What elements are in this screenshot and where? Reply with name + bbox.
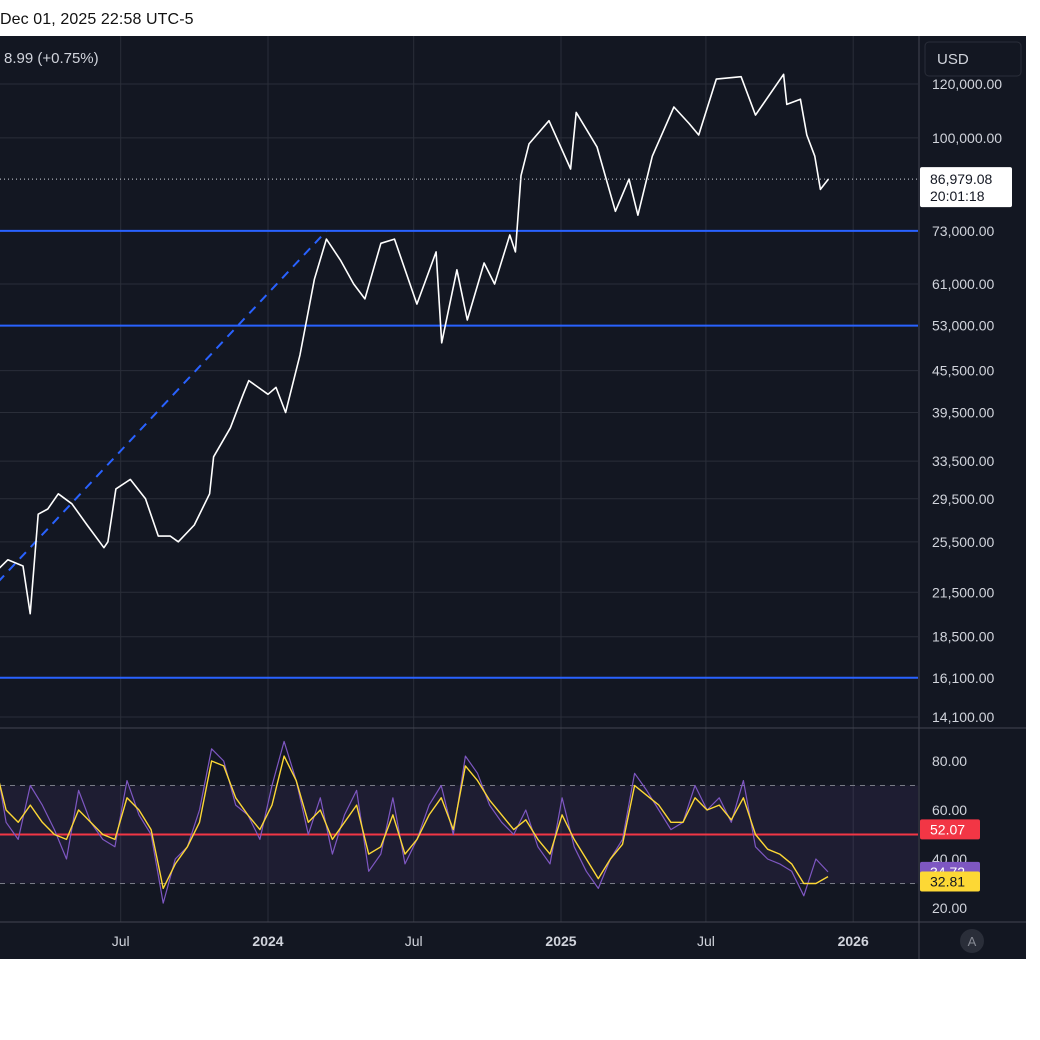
price-tick-label: 21,500.00 bbox=[932, 584, 994, 600]
timestamp: Dec 01, 2025 22:58 UTC-5 bbox=[0, 11, 194, 28]
currency-label: USD bbox=[937, 51, 969, 68]
chart-area[interactable] bbox=[0, 36, 1026, 959]
rsi-ma-value-label: 32.81 bbox=[930, 874, 965, 890]
rsi-panel bbox=[0, 740, 918, 904]
price-tick-label: 25,500.00 bbox=[932, 534, 994, 550]
rsi-mid-value-label: 52.07 bbox=[930, 821, 965, 837]
price-tick-label: 61,000.00 bbox=[932, 276, 994, 292]
ui-overlay: 8.99 (+0.75%) USD A bbox=[4, 41, 1022, 953]
top-bar: Dec 01, 2025 22:58 UTC-5 bbox=[0, 0, 1040, 36]
rsi-line bbox=[0, 740, 829, 904]
price-tick-label: 120,000.00 bbox=[932, 76, 1002, 92]
auto-scale-button[interactable]: A bbox=[960, 929, 984, 953]
time-tick-label: Jul bbox=[112, 933, 130, 949]
price-tick-label: 53,000.00 bbox=[932, 318, 994, 334]
price-tick-label: 73,000.00 bbox=[932, 223, 994, 239]
rsi-mid-value-badge bbox=[920, 819, 980, 840]
auto-scale-label: A bbox=[968, 934, 977, 949]
currency-button[interactable]: USD bbox=[924, 41, 1022, 77]
rsi-ma-value-badge bbox=[920, 871, 980, 892]
countdown-label: 20:01:18 bbox=[930, 188, 985, 204]
support-levels bbox=[0, 229, 918, 679]
price-tick-label: 45,500.00 bbox=[932, 363, 994, 379]
current-price-badge bbox=[920, 167, 1012, 208]
price-chart[interactable]: 120,000.00 100,000.00 73,000.00 61,000.00 53… bbox=[0, 36, 1026, 959]
current-price-label: 86,979.08 bbox=[930, 171, 992, 187]
time-tick-label: 2024 bbox=[252, 933, 283, 949]
price-tick-label: 100,000.00 bbox=[932, 130, 1002, 146]
price-line bbox=[0, 73, 830, 615]
price-tick-label: 33,500.00 bbox=[932, 453, 994, 469]
rsi-ma-line bbox=[0, 755, 829, 890]
price-tick-label: 39,500.00 bbox=[932, 404, 994, 420]
rsi-tick-label: 60.00 bbox=[932, 802, 967, 818]
price-tick-label: 18,500.00 bbox=[932, 629, 994, 645]
time-tick-label: 2026 bbox=[838, 933, 869, 949]
time-tick-label: 2025 bbox=[545, 933, 576, 949]
price-tick-label: 16,100.00 bbox=[932, 670, 994, 686]
trend-line bbox=[0, 230, 328, 582]
rsi-tick-label: 20.00 bbox=[932, 900, 967, 916]
time-tick-label: Jul bbox=[697, 933, 715, 949]
price-tick-label: 29,500.00 bbox=[932, 491, 994, 507]
rsi-tick-label: 80.00 bbox=[932, 753, 967, 769]
price-tick-label: 14,100.00 bbox=[932, 709, 994, 725]
price-series bbox=[0, 73, 918, 615]
time-tick-label: Jul bbox=[405, 933, 423, 949]
change-text: 8.99 (+0.75%) bbox=[4, 50, 99, 67]
axes: 120,000.00 100,000.00 73,000.00 61,000.00 53… bbox=[112, 76, 1012, 949]
